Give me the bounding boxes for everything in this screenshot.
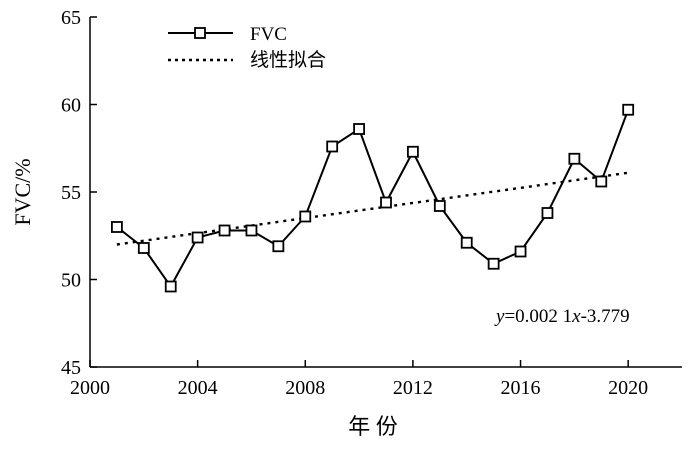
fvc-point — [299, 210, 312, 223]
x-tick-label: 2008 — [285, 377, 325, 399]
y-tick-label: 60 — [61, 95, 81, 117]
fvc-point — [622, 103, 635, 116]
equation-x-variable: x — [571, 306, 581, 327]
fvc-point — [218, 224, 231, 237]
fvc-point — [137, 242, 150, 254]
equation-intercept: -3.779 — [581, 306, 630, 327]
x-ticks: 2000 2004 2008 2012 2016 2020 — [70, 360, 648, 399]
x-axis-title: 年 份 — [348, 414, 398, 439]
equation-coefficient: =0.002 1 — [504, 306, 572, 327]
y-tick-label: 65 — [61, 7, 81, 29]
fit-line-layer — [116, 171, 629, 246]
fvc-point — [541, 207, 554, 219]
x-tick-label: 2000 — [70, 377, 110, 399]
fvc-point — [514, 245, 527, 258]
y-tick-label: 45 — [61, 357, 81, 379]
x-tick-label: 2020 — [608, 377, 648, 399]
y-axis-title: FVC/% — [10, 158, 35, 225]
fvc-point — [568, 152, 581, 165]
fvc-point — [164, 280, 177, 293]
x-tick-label: 2004 — [178, 377, 218, 399]
legend-fvc-label: FVC — [250, 24, 287, 45]
x-tick-label: 2012 — [393, 377, 433, 399]
fvc-point — [380, 196, 392, 209]
fvc-point — [245, 224, 258, 237]
fvc-point — [111, 221, 123, 233]
fvc-point — [487, 257, 500, 270]
y-tick-label: 50 — [61, 270, 81, 292]
legend-fvc-marker — [194, 27, 206, 39]
legend: FVC 线性拟合 — [168, 24, 326, 71]
fvc-point — [353, 123, 365, 135]
fit-equation: y=0.002 1x-3.779 — [494, 306, 630, 327]
y-tick-label: 55 — [61, 182, 81, 204]
x-tick-label: 2016 — [501, 377, 541, 399]
fvc-line — [116, 109, 630, 289]
fvc-point — [433, 200, 446, 212]
fit-line — [116, 171, 629, 246]
fvc-point — [595, 175, 608, 188]
fvc-point — [407, 145, 419, 158]
legend-fit-label: 线性拟合 — [250, 49, 326, 71]
equation-y-variable: y — [494, 306, 505, 327]
fvc-series-layer — [111, 103, 635, 293]
fvc-point — [272, 240, 285, 253]
fvc-point — [460, 236, 473, 249]
fvc-point — [191, 231, 204, 244]
y-ticks: 45 50 55 60 65 — [61, 7, 97, 379]
fvc-point — [326, 140, 339, 153]
